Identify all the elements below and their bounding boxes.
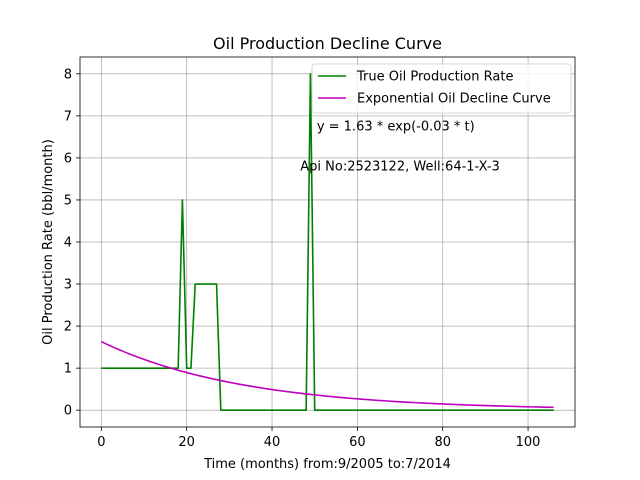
y-tick-label: 8 (64, 67, 72, 82)
y-tick-label: 6 (64, 151, 72, 166)
y-tick-label: 1 (64, 362, 72, 377)
y-tick-label: 2 (64, 320, 72, 335)
tick-layer: 0 20 40 60 80 100 0 1 2 3 4 5 6 7 8 (64, 67, 541, 450)
y-axis-label: Oil Production Rate (bbl/month) (41, 139, 56, 345)
x-axis-label: Time (months) from:9/2005 to:7/2014 (203, 457, 451, 472)
legend: True Oil Production Rate Exponential Oil … (311, 63, 572, 114)
x-tick-label: 0 (97, 435, 105, 450)
grid-layer (80, 57, 575, 427)
legend-label: Exponential Oil Decline Curve (357, 92, 551, 107)
y-tick-label: 0 (64, 404, 72, 419)
annotation-text: y = 1.63 * exp(-0.03 * t) (317, 120, 475, 135)
x-tick-label: 20 (178, 435, 195, 450)
series-layer (100, 73, 554, 411)
legend-box (311, 63, 572, 114)
chart-title: Oil Production Decline Curve (213, 34, 442, 53)
decline-curve-line (100, 340, 554, 409)
y-tick-label: 7 (64, 109, 72, 124)
annotation-layer: y = 1.63 * exp(-0.03 * t) Api No:2523122,… (300, 120, 500, 175)
legend-label: True Oil Production Rate (356, 70, 513, 85)
x-tick-label: 60 (349, 435, 366, 450)
x-tick-label: 40 (264, 435, 281, 450)
production-rate-line (101, 73, 554, 411)
y-tick-label: 5 (64, 193, 72, 208)
y-tick-label: 3 (64, 278, 72, 293)
annotation-text: Api No:2523122, Well:64-1-X-3 (300, 160, 500, 175)
x-tick-label: 100 (516, 435, 541, 450)
x-tick-label: 80 (434, 435, 451, 450)
y-tick-label: 4 (64, 236, 72, 251)
